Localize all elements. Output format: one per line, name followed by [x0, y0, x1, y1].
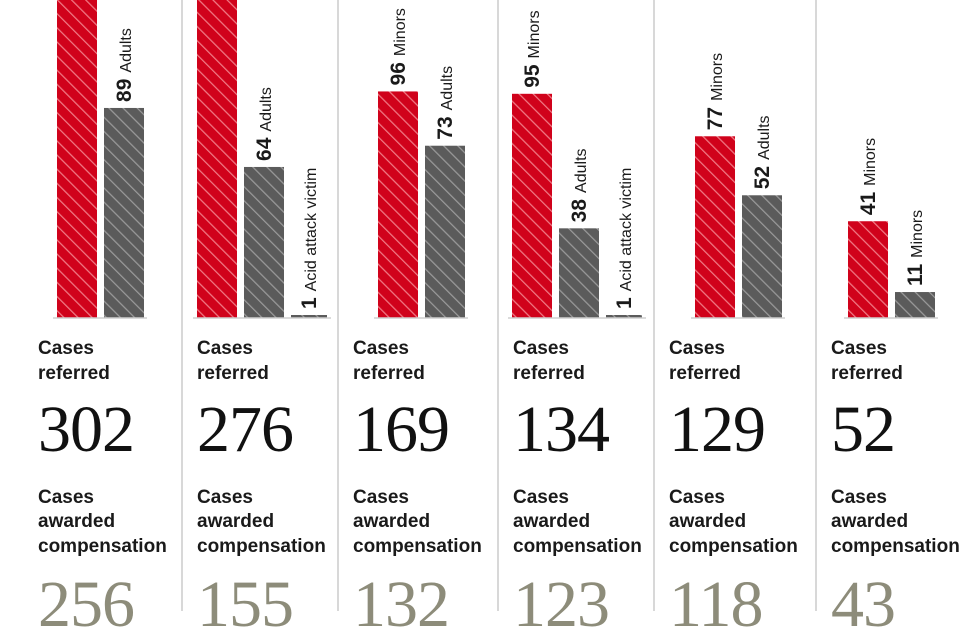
cases-referred-value: 302 — [38, 393, 135, 466]
cases-referred-label-2: referred — [38, 363, 110, 384]
cases-referred-label-2: referred — [831, 363, 903, 384]
cases-awarded-label-2: awarded — [197, 511, 275, 532]
cases-referred-label-1: Cases — [669, 338, 725, 359]
bar-value: 1 — [613, 297, 636, 309]
cases-awarded-label-2: awarded — [669, 511, 747, 532]
panel-divider — [815, 0, 817, 611]
cases-awarded-label-1: Cases — [38, 487, 94, 508]
cases-awarded-value: 123 — [513, 568, 610, 641]
bar-value: 1 — [298, 297, 321, 309]
cases-referred-label-2: referred — [197, 363, 269, 384]
cases-awarded-label-1: Cases — [831, 487, 887, 508]
bar-category: Adults — [258, 87, 275, 131]
cases-referred-label-1: Cases — [38, 338, 94, 359]
bar-p3-2 — [425, 145, 465, 318]
bar-label-p3-2: 73 Adults — [434, 66, 457, 140]
bar-label-p4-1: 95 Minors — [521, 10, 544, 87]
bar-chart: 89 Adults 64 Adults 1 Acid attack victim 96 Min… — [53, 0, 938, 319]
cases-referred-label-1: Cases — [197, 338, 253, 359]
cases-awarded-label-2: awarded — [38, 511, 116, 532]
bar-p4-3 — [606, 315, 642, 318]
panel-divider — [497, 0, 499, 611]
bar-value: 95 — [521, 64, 544, 88]
bar-value: 38 — [568, 199, 591, 223]
bar-value: 77 — [704, 107, 727, 130]
cases-awarded-label-2: awarded — [831, 511, 909, 532]
cases-referred-value: 169 — [353, 393, 450, 466]
bar-label-p2-3: 1 Acid attack victim — [298, 168, 321, 309]
cases-referred-value: 129 — [669, 393, 766, 466]
cases-awarded-value: 118 — [669, 568, 764, 641]
bar-category: Acid attack victim — [303, 168, 320, 292]
bar-label-p4-2: 38 Adults — [568, 148, 591, 222]
cases-referred-label-1: Cases — [353, 338, 409, 359]
cases-awarded-label-1: Cases — [513, 487, 569, 508]
bar-category: Minors — [862, 138, 879, 186]
panel-divider — [337, 0, 339, 611]
cases-awarded-value: 256 — [38, 568, 135, 641]
bar-category: Adults — [439, 66, 456, 110]
bar-value: 73 — [434, 116, 457, 139]
bar-label-p5-2: 52 Adults — [751, 115, 774, 189]
cases-awarded-label-3: compensation — [197, 536, 326, 557]
bar-p4-1 — [512, 93, 552, 318]
bar-label-p5-1: 77 Minors — [704, 53, 727, 130]
bar-p2-2 — [244, 166, 284, 318]
cases-referred-label-2: referred — [353, 363, 425, 384]
cases-awarded-label-2: awarded — [353, 511, 431, 532]
cases-awarded-value: 155 — [197, 568, 294, 641]
cases-awarded-label-1: Cases — [669, 487, 725, 508]
cases-awarded-label-1: Cases — [353, 487, 409, 508]
bar-value: 52 — [751, 166, 774, 189]
cases-awarded-value: 132 — [353, 568, 450, 641]
cases-awarded-label-3: compensation — [831, 536, 960, 557]
cases-awarded-label-3: compensation — [353, 536, 482, 557]
cases-awarded-label-3: compensation — [38, 536, 167, 557]
bar-category: Adults — [573, 148, 590, 192]
bar-label-p3-1: 96 Minors — [387, 8, 410, 85]
cases-awarded-label-2: awarded — [513, 511, 591, 532]
bar-p6-2 — [895, 292, 935, 318]
bar-category: Minors — [909, 210, 926, 258]
panel-divider — [653, 0, 655, 611]
bar-p6-1 — [848, 221, 888, 318]
bar-label-p6-2: 11 Minors — [904, 210, 927, 286]
cases-referred-value: 276 — [197, 393, 294, 466]
bar-category: Minors — [392, 8, 409, 56]
bar-p1-1 — [57, 0, 97, 318]
bar-value: 96 — [387, 62, 410, 85]
bar-label-p2-2: 64 Adults — [253, 87, 276, 161]
bar-category: Minors — [709, 53, 726, 101]
cases-awarded-value: 43 — [831, 568, 896, 641]
bar-p4-2 — [559, 228, 599, 318]
cases-awarded-label-3: compensation — [669, 536, 798, 557]
bar-p5-1 — [695, 136, 735, 318]
bar-value: 41 — [857, 192, 880, 216]
bar-label-p1-2: 89 Adults — [113, 28, 136, 102]
bar-category: Minors — [526, 10, 543, 58]
cases-referred-label-2: referred — [513, 363, 585, 384]
cases-referred-label-1: Cases — [513, 338, 569, 359]
cases-awarded-label-3: compensation — [513, 536, 642, 557]
cases-referred-value: 52 — [831, 393, 896, 466]
bar-category: Adults — [118, 28, 135, 72]
bar-category: Acid attack victim — [618, 168, 635, 292]
bar-p2-3 — [291, 315, 327, 318]
bar-p2-1 — [197, 0, 237, 319]
bar-label-p6-1: 41 Minors — [857, 138, 880, 215]
bar-p1-2 — [104, 107, 144, 319]
cases-referred-value: 134 — [513, 393, 610, 466]
panel-divider — [181, 0, 183, 611]
bar-label-p4-3: 1 Acid attack victim — [613, 168, 636, 309]
bar-p5-2 — [742, 195, 782, 318]
bar-p3-1 — [378, 91, 418, 318]
bar-value: 64 — [253, 137, 276, 161]
cases-awarded-label-1: Cases — [197, 487, 253, 508]
bar-value: 11 — [904, 264, 927, 287]
cases-referred-label-1: Cases — [831, 338, 887, 359]
bar-value: 89 — [113, 79, 136, 102]
bar-category: Adults — [756, 115, 773, 159]
cases-referred-label-2: referred — [669, 363, 741, 384]
